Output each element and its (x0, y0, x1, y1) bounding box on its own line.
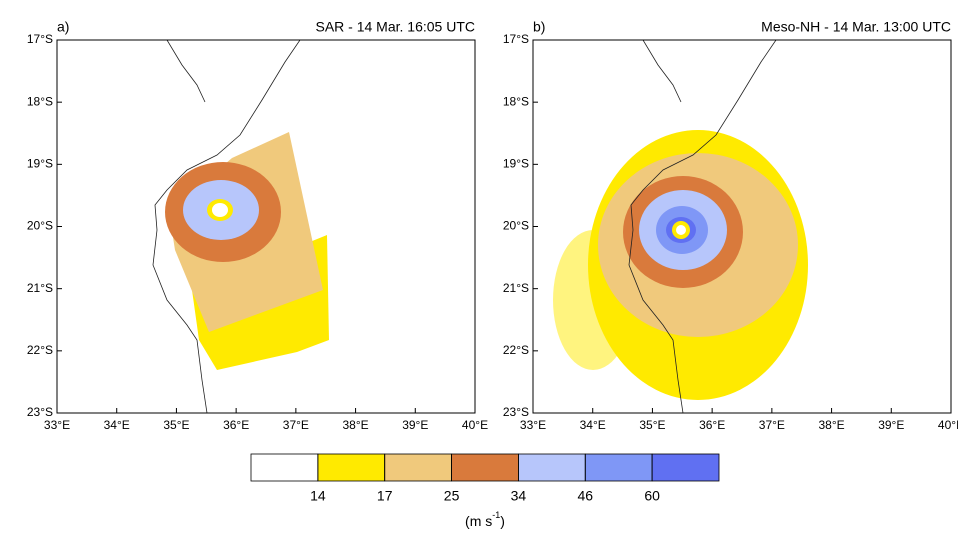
units-text: ) (500, 513, 505, 529)
colorbar-box (317, 453, 386, 482)
wind-area (212, 203, 228, 217)
y-tick-label: 20°S (503, 219, 529, 233)
x-tick-label: 34°E (580, 418, 606, 432)
units-exponent: -1 (492, 510, 500, 520)
colorbar-units: (m s-1) (465, 510, 505, 528)
y-tick-label: 17°S (503, 32, 529, 46)
y-tick-label: 22°S (503, 343, 529, 357)
x-tick-label: 37°E (283, 418, 309, 432)
x-tick-label: 39°E (878, 418, 904, 432)
colorbar-label: 46 (577, 488, 593, 504)
colorbar-box (250, 453, 319, 482)
map-panel: a) SAR - 14 Mar. 16:05 UTC 33°E 34°E 35°E 36°… (27, 19, 488, 432)
panel-title: SAR - 14 Mar. 16:05 UTC (315, 19, 475, 35)
coastline (642, 40, 682, 103)
coastline (166, 40, 206, 103)
colorbar-box (584, 453, 653, 482)
x-tick-label: 35°E (163, 418, 189, 432)
panel-title: Meso-NH - 14 Mar. 13:00 UTC (761, 19, 951, 35)
colorbar-box (384, 453, 452, 482)
colorbar-box (518, 453, 586, 482)
x-tick-label: 38°E (818, 418, 844, 432)
wind-field (553, 40, 808, 413)
x-tick-label: 33°E (520, 418, 546, 432)
colorbar-box (451, 453, 519, 482)
x-tick-label: 37°E (759, 418, 785, 432)
x-tick-label: 39°E (402, 418, 428, 432)
colorbar-label: 14 (310, 488, 326, 504)
map-panel: b) Meso-NH - 14 Mar. 13:00 UTC 33°E 34°E 35°… (503, 19, 958, 432)
panel-label: b) (533, 19, 545, 35)
x-tick-label: 33°E (44, 418, 70, 432)
y-tick-label: 23°S (503, 405, 529, 419)
x-tick-label: 40°E (462, 418, 488, 432)
y-tick-label: 17°S (27, 32, 53, 46)
colorbar-label: 60 (644, 488, 660, 504)
x-tick-label: 35°E (639, 418, 665, 432)
y-tick-label: 19°S (27, 157, 53, 171)
x-tick-label: 38°E (342, 418, 368, 432)
y-tick-label: 20°S (27, 219, 53, 233)
colorbar-box (651, 453, 720, 482)
x-tick-label: 36°E (223, 418, 249, 432)
colorbar-label: 25 (444, 488, 460, 504)
y-tick-label: 21°S (27, 281, 53, 295)
panel-label: a) (57, 19, 69, 35)
y-tick-label: 18°S (27, 94, 53, 108)
y-tick-label: 23°S (27, 405, 53, 419)
x-tick-label: 40°E (938, 418, 958, 432)
x-tick-label: 36°E (699, 418, 725, 432)
y-tick-label: 22°S (27, 343, 53, 357)
units-text: (m s (465, 513, 492, 529)
x-tick-label: 34°E (104, 418, 130, 432)
colorbar: 14 17 25 34 46 60 (250, 453, 720, 504)
colorbar-label: 17 (377, 488, 393, 504)
y-tick-label: 21°S (503, 281, 529, 295)
y-tick-label: 19°S (503, 157, 529, 171)
wind-area (676, 225, 686, 235)
y-tick-label: 18°S (503, 94, 529, 108)
colorbar-label: 34 (511, 488, 527, 504)
wind-field (152, 40, 329, 413)
